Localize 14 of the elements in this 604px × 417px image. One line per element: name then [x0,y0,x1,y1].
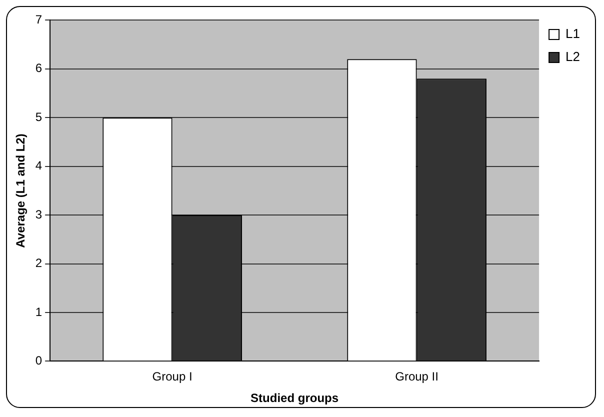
y-tick-label: 7 [35,12,42,27]
y-axis-title: Average (L1 and L2) [14,134,28,248]
y-tick-label: 5 [35,110,42,124]
y-tick-label: 0 [35,354,42,368]
y-tick-label: 6 [35,61,42,76]
y-tick-label: 1 [35,304,42,319]
x-axis-title: Studied groups [250,391,339,406]
x-tick-label: Group I [152,370,192,384]
legend-label: L2 [566,49,580,64]
y-tick-label: 2 [35,256,42,270]
y-tick-label: 4 [35,158,42,173]
legend-label: L1 [566,26,580,42]
y-tick-label: 3 [35,207,42,222]
x-tick-label: Group II [395,370,438,384]
